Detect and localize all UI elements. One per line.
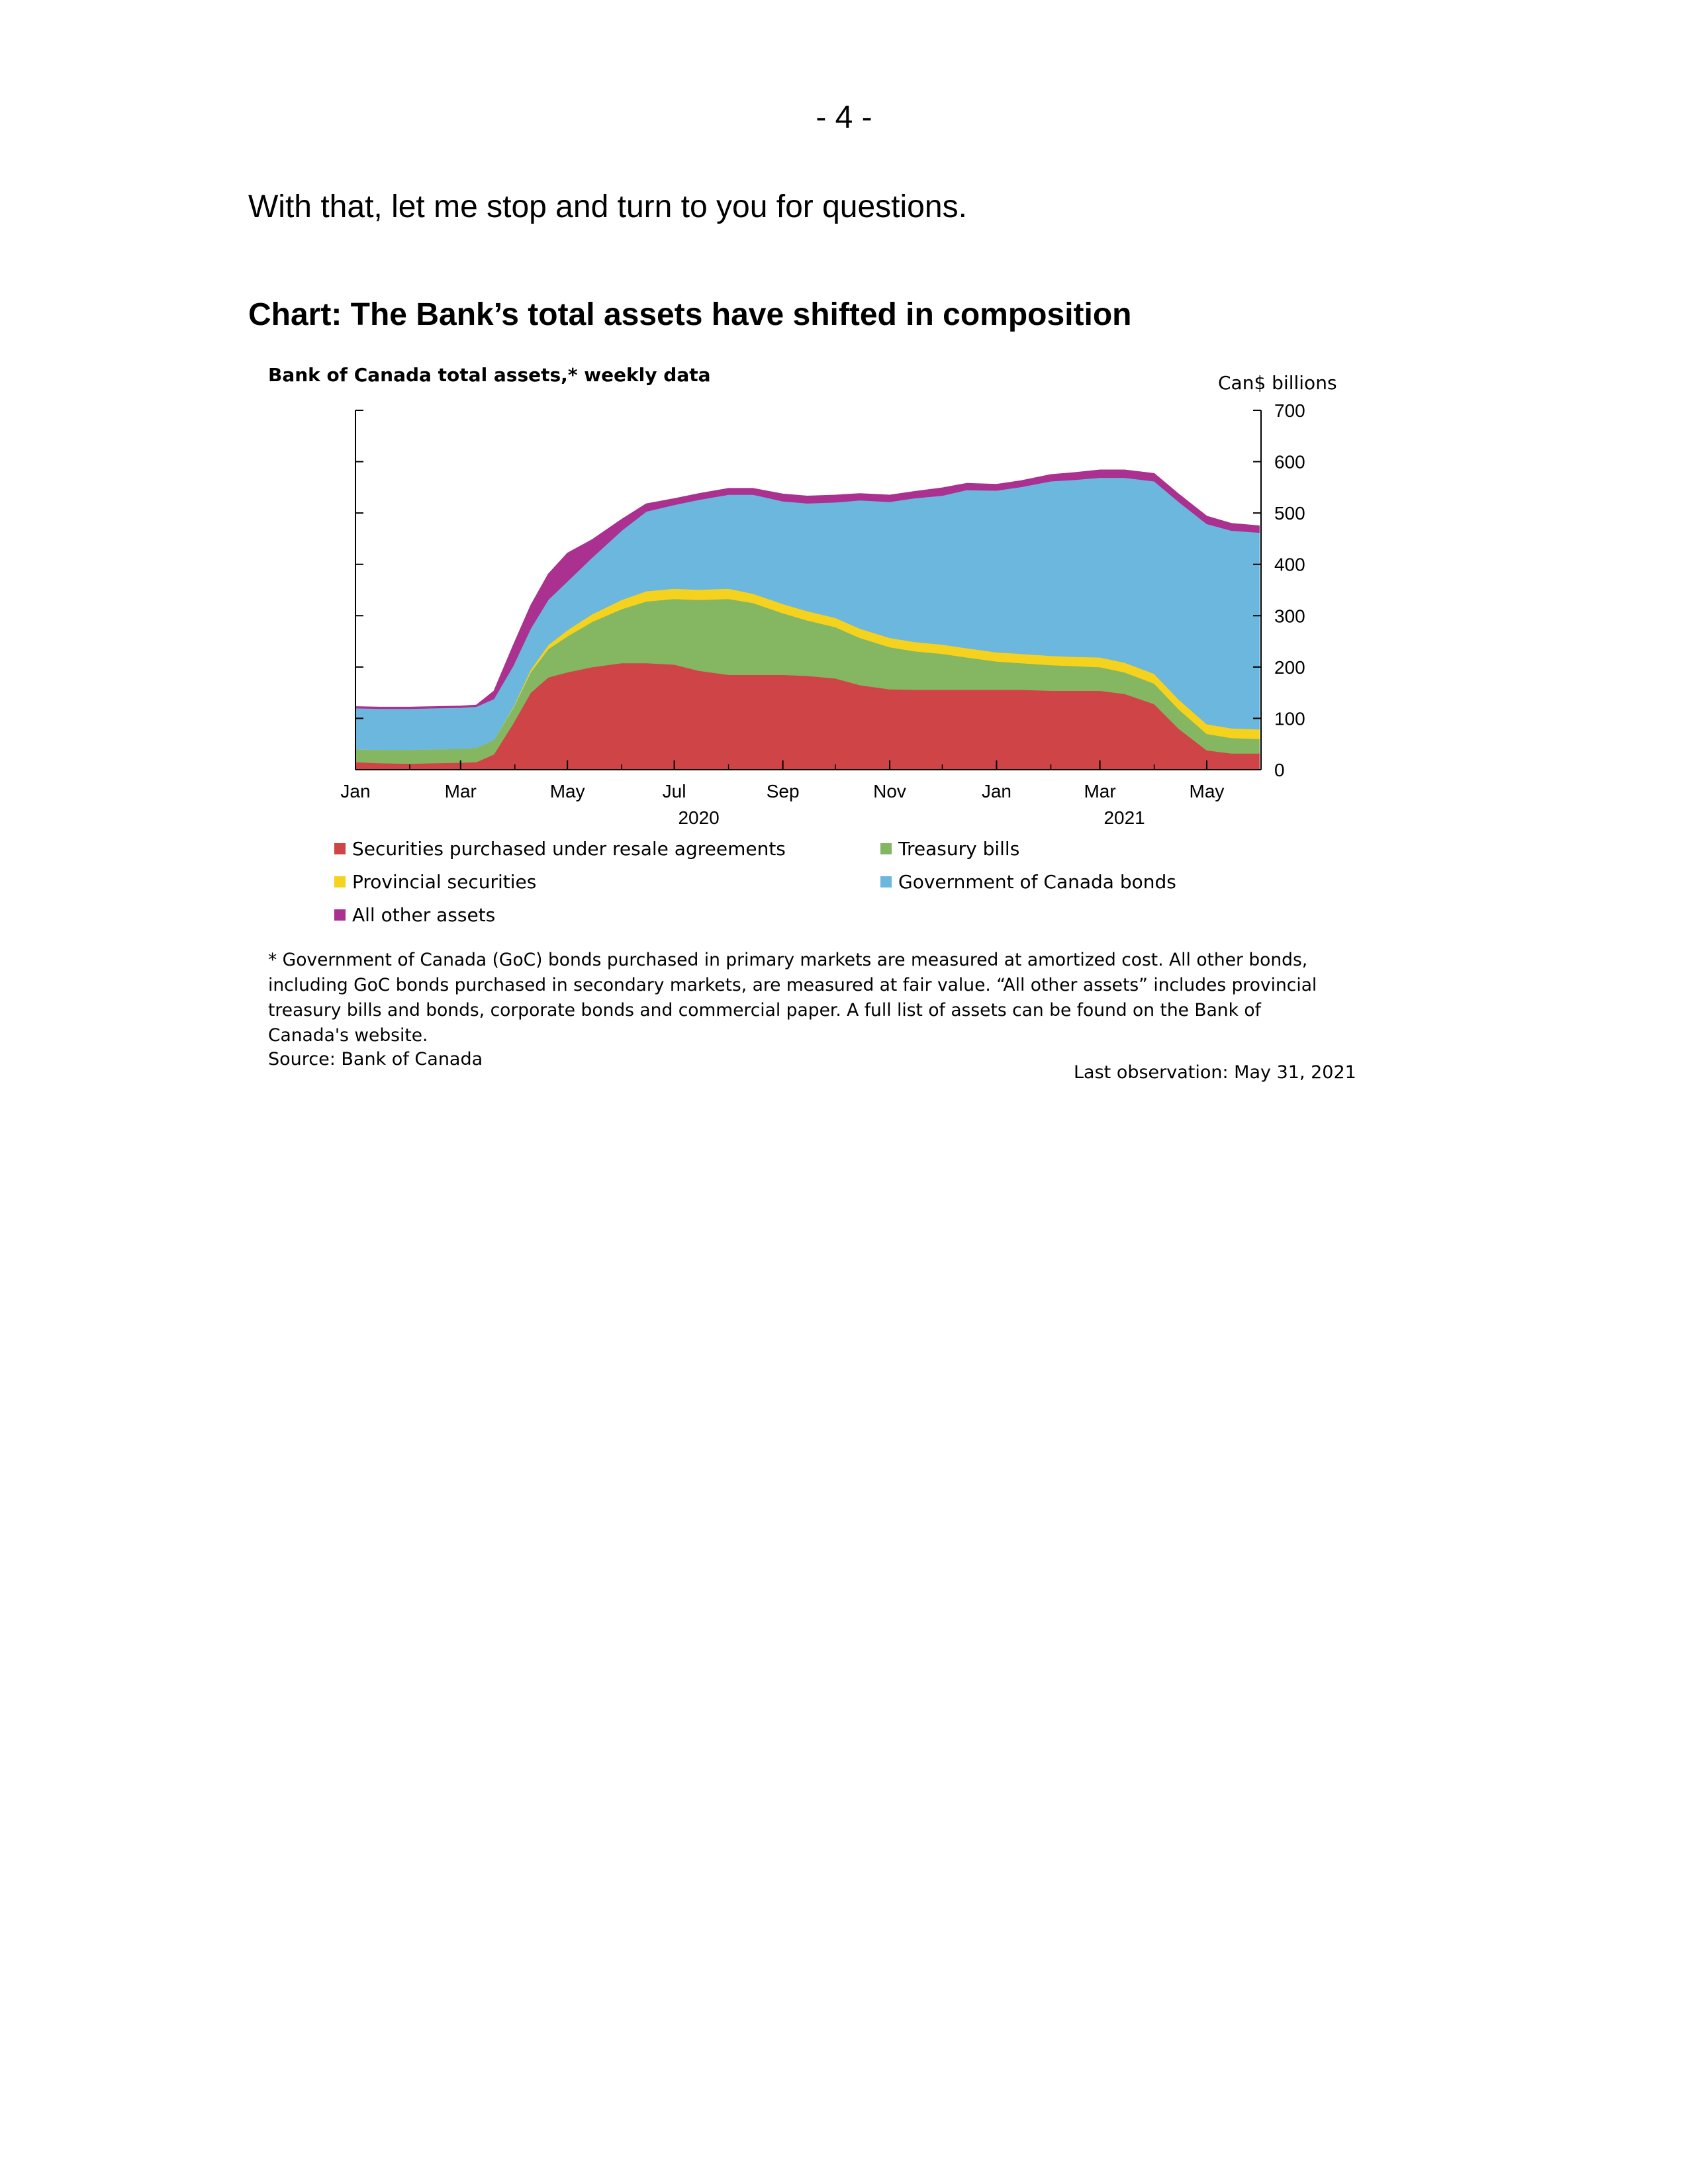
- y-tick-label: 600: [1274, 452, 1305, 473]
- legend-swatch: [334, 843, 346, 854]
- legend-label: All other assets: [352, 904, 496, 926]
- legend-label: Provincial securities: [352, 871, 537, 893]
- chart-title: Bank of Canada total assets,* weekly dat…: [268, 364, 711, 386]
- chart-heading: Chart: The Bank’s total assets have shif…: [248, 297, 1132, 332]
- y-tick-label: 0: [1274, 760, 1285, 780]
- x-tick-label: Mar: [1084, 781, 1115, 801]
- legend-swatch: [334, 876, 346, 887]
- chart-source: Source: Bank of Canada: [268, 1049, 483, 1069]
- legend-swatch: [334, 909, 346, 921]
- x-tick-label: Sep: [767, 781, 800, 801]
- y-tick-label: 300: [1274, 606, 1305, 626]
- legend-item-all-other-assets: All other assets: [334, 904, 495, 926]
- x-tick-label: Jul: [663, 781, 686, 801]
- y-tick-label: 500: [1274, 503, 1305, 523]
- intro-paragraph: With that, let me stop and turn to you f…: [248, 189, 967, 224]
- legend-label: Treasury bills: [898, 838, 1020, 860]
- legend-item-provincial-securities: Provincial securities: [334, 871, 536, 893]
- legend-item-goc-bonds: Government of Canada bonds: [880, 871, 1176, 893]
- x-tick-label: May: [1190, 781, 1225, 801]
- stacked-area-chart: 0 100 200 300 400 500 600 700 Jan Mar May Jul Sep Nov…: [340, 400, 1305, 828]
- x-tick-label: Jan: [982, 781, 1011, 801]
- x-year-label: 2021: [1103, 807, 1145, 828]
- x-tick-label: Nov: [873, 781, 906, 801]
- y-tick-label: 100: [1274, 708, 1305, 729]
- legend-swatch: [880, 843, 892, 854]
- legend-label: Securities purchased under resale agreem…: [352, 838, 786, 860]
- chart-footnote: * Government of Canada (GoC) bonds purch…: [268, 950, 1317, 1046]
- legend-item-treasury-bills: Treasury bills: [880, 838, 1019, 860]
- x-year-label: 2020: [678, 807, 719, 828]
- x-tick-label: Jan: [340, 781, 370, 801]
- x-tick-label: May: [550, 781, 585, 801]
- legend-label: Government of Canada bonds: [898, 871, 1176, 893]
- x-tick-label: Mar: [445, 781, 477, 801]
- page-number: - 4 -: [816, 100, 872, 135]
- y-tick-label: 200: [1274, 657, 1305, 678]
- area-series-5: [355, 469, 1260, 709]
- y-axis-unit-label: Can$ billions: [1218, 372, 1337, 394]
- legend-swatch: [880, 876, 892, 887]
- y-tick-label: 700: [1274, 400, 1305, 421]
- last-observation: Last observation: May 31, 2021: [1074, 1062, 1356, 1083]
- y-tick-label: 400: [1274, 555, 1305, 575]
- legend-item-resale-agreements: Securities purchased under resale agreem…: [334, 838, 786, 860]
